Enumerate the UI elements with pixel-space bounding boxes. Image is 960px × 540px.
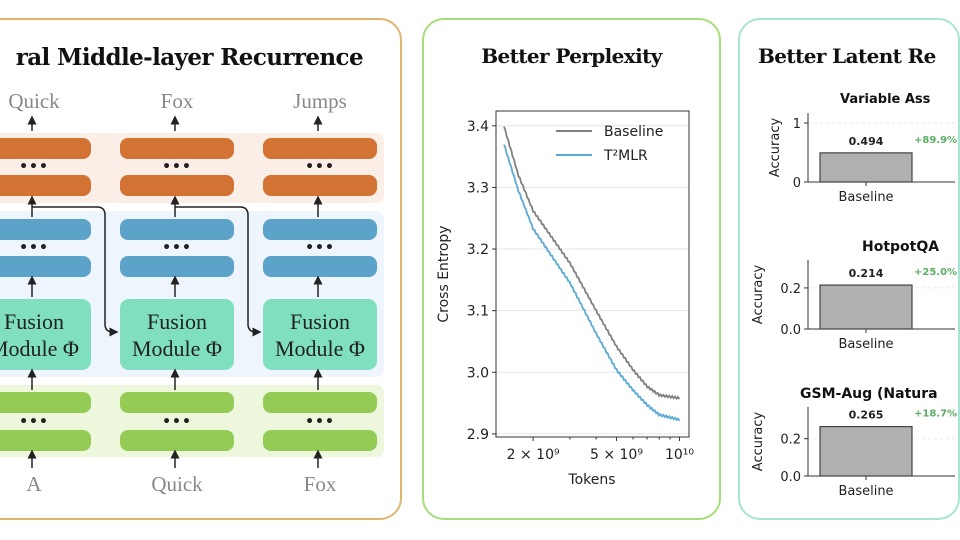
x-tick-label: Baseline	[838, 484, 893, 499]
fusion-label-line2: Module Φ	[131, 335, 223, 361]
perplexity-panel: Better Perplexity	[422, 18, 721, 520]
y-tick-label: 0.2	[780, 282, 801, 297]
bottom-layer-block	[263, 430, 377, 451]
y-tick-label: 3.3	[467, 180, 489, 196]
middle-layer-block	[120, 219, 234, 240]
y-tick-label: 3.1	[467, 304, 489, 320]
top-layer-block	[120, 138, 234, 159]
improvement-annotation: +18.7%	[914, 409, 957, 420]
ellipsis: •••	[305, 159, 335, 175]
improvement-annotation: +25.0%	[914, 267, 957, 278]
panel-title: Better Latent Re	[758, 44, 936, 68]
bar-baseline	[819, 284, 913, 330]
panel-title: ral Middle-layer Recurrence	[15, 44, 364, 71]
legend-label: Baseline	[604, 124, 663, 140]
fusion-label-line1: Fusion	[290, 308, 350, 334]
y-axis-label: Accuracy	[751, 265, 766, 325]
ellipsis: •••	[19, 240, 49, 256]
y-tick-label: 0	[793, 176, 801, 191]
bar-value-label: 0.214	[849, 267, 884, 280]
ellipsis: •••	[162, 414, 192, 430]
y-tick-label: 3.4	[467, 119, 489, 135]
ellipsis: •••	[19, 414, 49, 430]
y-tick-label: 3.2	[467, 242, 489, 258]
bottom-layer-block	[0, 430, 91, 451]
y-tick-label: 0.0	[780, 323, 801, 338]
middle-layer-block	[263, 256, 377, 277]
bottom-layer-block	[120, 430, 234, 451]
middle-layer-block	[263, 219, 377, 240]
series-line-baseline	[503, 126, 681, 401]
y-axis-label: Cross Entropy	[436, 225, 452, 322]
fusion-label-line1: Fusion	[4, 308, 64, 334]
plot-frame	[495, 110, 690, 438]
x-tick-label: 5 × 10⁹	[590, 447, 643, 463]
bottom-layer-block	[0, 392, 91, 413]
improvement-annotation: +89.9%	[914, 135, 957, 146]
output-token: Jumps	[293, 89, 347, 113]
y-tick-label: 3.0	[467, 365, 489, 381]
legend-label: T²MLR	[603, 148, 648, 164]
series-line-t2mlr	[503, 144, 681, 422]
y-tick-label: 2.9	[467, 427, 489, 443]
top-layer-block	[120, 175, 234, 196]
recurrence-arrow	[32, 206, 119, 337]
y-axis-label: Accuracy	[751, 412, 766, 472]
middle-layer-block	[0, 219, 91, 240]
ellipsis: •••	[19, 159, 49, 175]
middle-layer-block	[120, 256, 234, 277]
chart-title: HotpotQA	[862, 239, 939, 255]
bar-baseline	[819, 425, 913, 477]
top-layer-block	[0, 175, 91, 196]
x-tick-label: Baseline	[838, 337, 893, 352]
fusion-label-line1: Fusion	[147, 308, 207, 334]
chart-title: Variable Ass	[840, 92, 931, 107]
output-token: Fox	[160, 89, 194, 113]
top-layer-block	[263, 138, 377, 159]
y-tick-label: 1	[793, 117, 801, 132]
y-tick-label: 0.2	[780, 433, 801, 448]
bar-value-label: 0.494	[849, 135, 884, 148]
recurrence-diagram-panel: ral Middle-layer Recurrence Quick ••• ••• •…	[0, 18, 402, 520]
fusion-label-line2: Module Φ	[0, 335, 80, 361]
panel-title: Better Perplexity	[481, 44, 662, 68]
input-token: A	[26, 472, 42, 496]
output-token: Quick	[8, 89, 60, 113]
recurrence-arrow	[175, 206, 262, 337]
x-tick-label: 2 × 10⁹	[507, 447, 560, 463]
input-token: Quick	[151, 472, 203, 496]
middle-layer-block	[0, 256, 91, 277]
bottom-layer-block	[263, 392, 377, 413]
top-layer-block	[263, 175, 377, 196]
x-tick-label: Baseline	[838, 190, 893, 205]
chart-title: GSM-Aug (Natura	[800, 386, 938, 402]
bottom-layer-block	[120, 392, 234, 413]
ellipsis: •••	[305, 414, 335, 430]
bar-baseline	[819, 152, 913, 183]
x-tick-label: 10¹⁰	[665, 447, 694, 463]
bar-value-label: 0.265	[849, 409, 884, 422]
ellipsis: •••	[162, 159, 192, 175]
x-axis-label: Tokens	[567, 472, 615, 488]
ellipsis: •••	[162, 240, 192, 256]
input-token: Fox	[303, 472, 337, 496]
ellipsis: •••	[305, 240, 335, 256]
y-tick-label: 0.0	[780, 470, 801, 485]
y-axis-label: Accuracy	[768, 118, 783, 178]
fusion-label-line2: Module Φ	[274, 335, 366, 361]
top-layer-block	[0, 138, 91, 159]
